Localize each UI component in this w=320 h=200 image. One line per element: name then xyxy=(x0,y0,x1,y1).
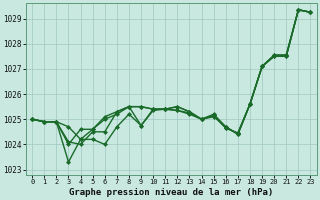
X-axis label: Graphe pression niveau de la mer (hPa): Graphe pression niveau de la mer (hPa) xyxy=(69,188,274,197)
